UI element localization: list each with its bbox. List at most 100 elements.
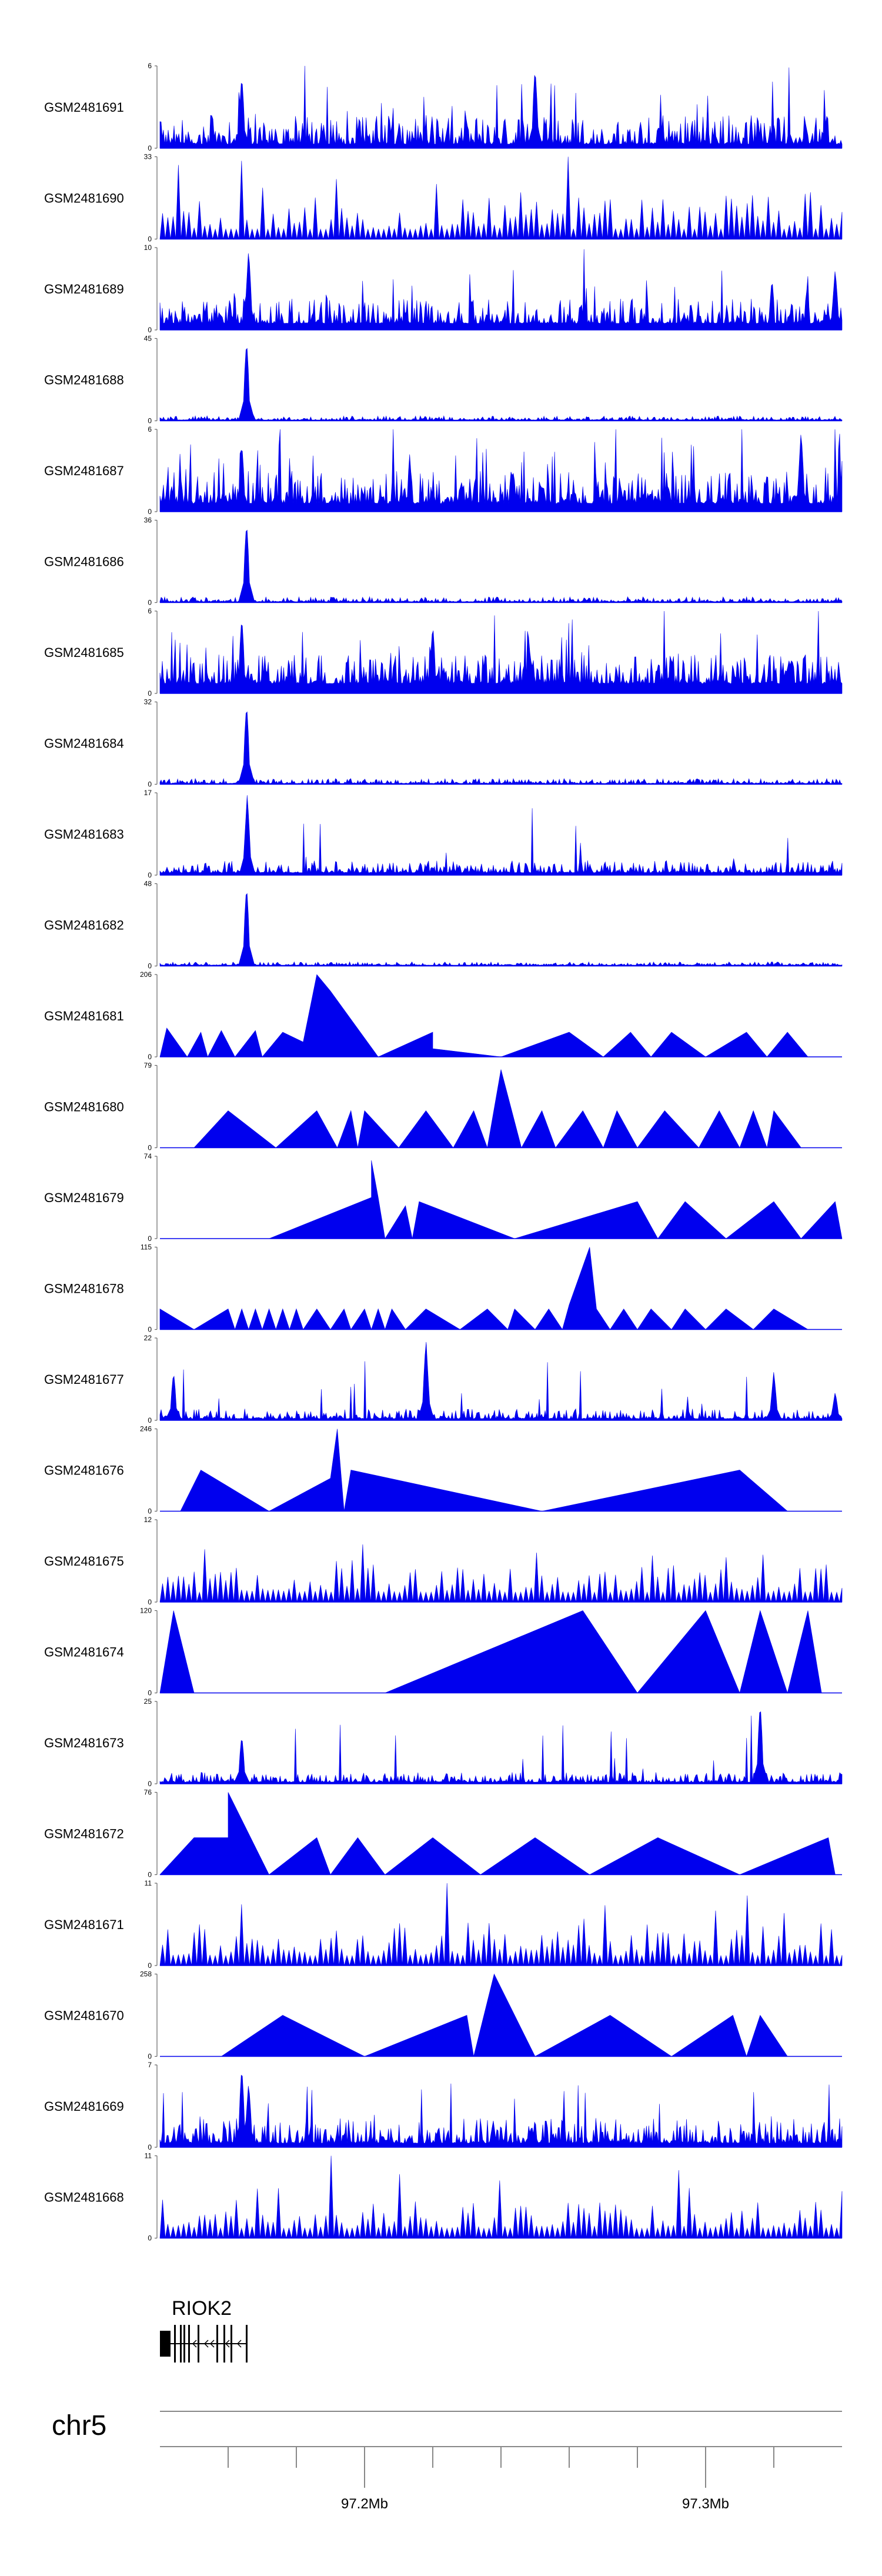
track-label: GSM2481690 bbox=[44, 191, 124, 206]
gene-exon bbox=[198, 2325, 199, 2363]
y-max-label: 206 bbox=[140, 970, 152, 979]
track-GSM2481672: GSM2481672 76 0 bbox=[44, 1788, 842, 1879]
y-min-label: 0 bbox=[148, 1961, 152, 1970]
signal-area bbox=[159, 974, 808, 1057]
y-max-label: 6 bbox=[148, 607, 152, 615]
y-min-label: 0 bbox=[148, 871, 152, 879]
track-GSM2481683: GSM2481683 17 0 bbox=[44, 789, 843, 879]
signal-area bbox=[159, 2074, 843, 2148]
track-label: GSM2481688 bbox=[44, 373, 124, 388]
y-max-label: 76 bbox=[144, 1788, 152, 1797]
track-label: GSM2481689 bbox=[44, 282, 124, 296]
track-GSM2481674: GSM2481674 120 0 bbox=[44, 1607, 842, 1697]
signal-area bbox=[159, 1883, 843, 1967]
track-label: GSM2481674 bbox=[44, 1645, 124, 1660]
track-label: GSM2481670 bbox=[44, 2008, 124, 2023]
signal-area bbox=[159, 1610, 822, 1694]
signal-area bbox=[159, 1792, 836, 1876]
signal-area bbox=[159, 429, 843, 512]
track-GSM2481679: GSM2481679 74 0 bbox=[44, 1152, 843, 1243]
genomic-axis: chr5 97.2Mb 97.3Mb bbox=[52, 2410, 842, 2512]
track-GSM2481678: GSM2481678 115 0 bbox=[44, 1243, 842, 1334]
gene-exon bbox=[180, 2325, 182, 2363]
y-max-label: 258 bbox=[140, 1970, 152, 1978]
y-max-label: 115 bbox=[141, 1243, 152, 1252]
track-GSM2481677: GSM2481677 22 0 bbox=[44, 1334, 843, 1424]
axis-tick-label: 97.2Mb bbox=[341, 2496, 388, 2512]
y-min-label: 0 bbox=[148, 2143, 152, 2151]
gene-exon bbox=[230, 2325, 232, 2363]
track-GSM2481689: GSM2481689 10 0 bbox=[44, 243, 843, 334]
gene-exon bbox=[246, 2325, 248, 2363]
strand-arrow bbox=[225, 2340, 230, 2348]
y-max-label: 10 bbox=[144, 243, 152, 252]
signal-area bbox=[159, 65, 843, 149]
signal-area bbox=[220, 1973, 788, 2057]
signal-area bbox=[159, 610, 843, 694]
axis-tick-label: 97.3Mb bbox=[682, 2496, 729, 2512]
y-max-label: 12 bbox=[144, 1516, 152, 1524]
y-max-label: 11 bbox=[145, 2152, 152, 2160]
y-min-label: 0 bbox=[148, 1689, 152, 1697]
track-label: GSM2481675 bbox=[44, 1554, 124, 1569]
gene-label: RIOK2 bbox=[172, 2297, 232, 2320]
track-GSM2481690: GSM2481690 33 0 bbox=[44, 153, 843, 243]
y-max-label: 79 bbox=[144, 1062, 152, 1070]
y-min-label: 0 bbox=[148, 1507, 152, 1516]
y-min-label: 0 bbox=[148, 417, 152, 425]
signal-area bbox=[159, 1544, 843, 1603]
gene-exon bbox=[188, 2325, 190, 2363]
track-label: GSM2481687 bbox=[44, 463, 124, 478]
y-max-label: 32 bbox=[144, 698, 152, 706]
y-min-label: 0 bbox=[148, 1780, 152, 1788]
track-GSM2481681: GSM2481681 206 0 bbox=[44, 970, 842, 1061]
y-min-label: 0 bbox=[148, 1234, 152, 1243]
track-GSM2481682: GSM2481682 48 0 bbox=[44, 880, 843, 970]
y-min-label: 0 bbox=[148, 962, 152, 970]
y-max-label: 45 bbox=[144, 335, 152, 343]
strand-arrow bbox=[203, 2340, 209, 2348]
signal-tracks: GSM248169160GSM2481690330GSM2481689100GS… bbox=[44, 62, 843, 2243]
track-label: GSM2481683 bbox=[44, 827, 124, 842]
track-label: GSM2481680 bbox=[44, 1100, 124, 1115]
track-GSM2481684: GSM2481684 32 0 bbox=[44, 698, 843, 789]
y-max-label: 11 bbox=[145, 1879, 152, 1887]
gene-exon bbox=[223, 2325, 225, 2363]
strand-arrow bbox=[236, 2340, 242, 2348]
track-label: GSM2481668 bbox=[44, 2190, 124, 2205]
y-max-label: 33 bbox=[144, 153, 152, 161]
track-label: GSM2481677 bbox=[44, 1372, 124, 1387]
signal-area bbox=[159, 711, 843, 785]
signal-area bbox=[159, 1711, 843, 1784]
chromosome-label: chr5 bbox=[52, 2410, 106, 2441]
signal-area bbox=[159, 1247, 809, 1330]
y-min-label: 0 bbox=[148, 1326, 152, 1334]
track-label: GSM2481676 bbox=[44, 1463, 124, 1478]
y-min-label: 0 bbox=[148, 235, 152, 243]
y-min-label: 0 bbox=[148, 2234, 152, 2243]
gene-exon bbox=[216, 2325, 218, 2363]
y-min-label: 0 bbox=[148, 144, 152, 152]
y-max-label: 17 bbox=[144, 789, 152, 797]
track-GSM2481686: GSM2481686 36 0 bbox=[44, 516, 843, 607]
gene-exon bbox=[183, 2325, 185, 2363]
track-GSM2481671: GSM2481671 11 0 bbox=[44, 1879, 843, 1970]
y-min-label: 0 bbox=[148, 2053, 152, 2061]
track-label: GSM2481682 bbox=[44, 918, 124, 933]
track-GSM2481670: GSM2481670 258 0 bbox=[44, 1970, 842, 2061]
y-max-label: 22 bbox=[144, 1334, 152, 1342]
track-GSM2481687: GSM2481687 6 0 bbox=[44, 425, 843, 516]
track-GSM2481676: GSM2481676 246 0 bbox=[44, 1425, 842, 1516]
track-GSM2481680: GSM2481680 79 0 bbox=[44, 1062, 842, 1152]
track-label: GSM2481678 bbox=[44, 1282, 124, 1296]
signal-area bbox=[159, 348, 843, 421]
y-min-label: 0 bbox=[148, 780, 152, 789]
track-label: GSM2481671 bbox=[44, 1917, 124, 1932]
strand-arrow bbox=[209, 2340, 215, 2348]
signal-area bbox=[180, 1429, 789, 1511]
y-max-label: 48 bbox=[144, 880, 152, 888]
track-label: GSM2481673 bbox=[44, 1736, 124, 1750]
y-min-label: 0 bbox=[148, 1871, 152, 1879]
signal-area bbox=[159, 249, 843, 331]
